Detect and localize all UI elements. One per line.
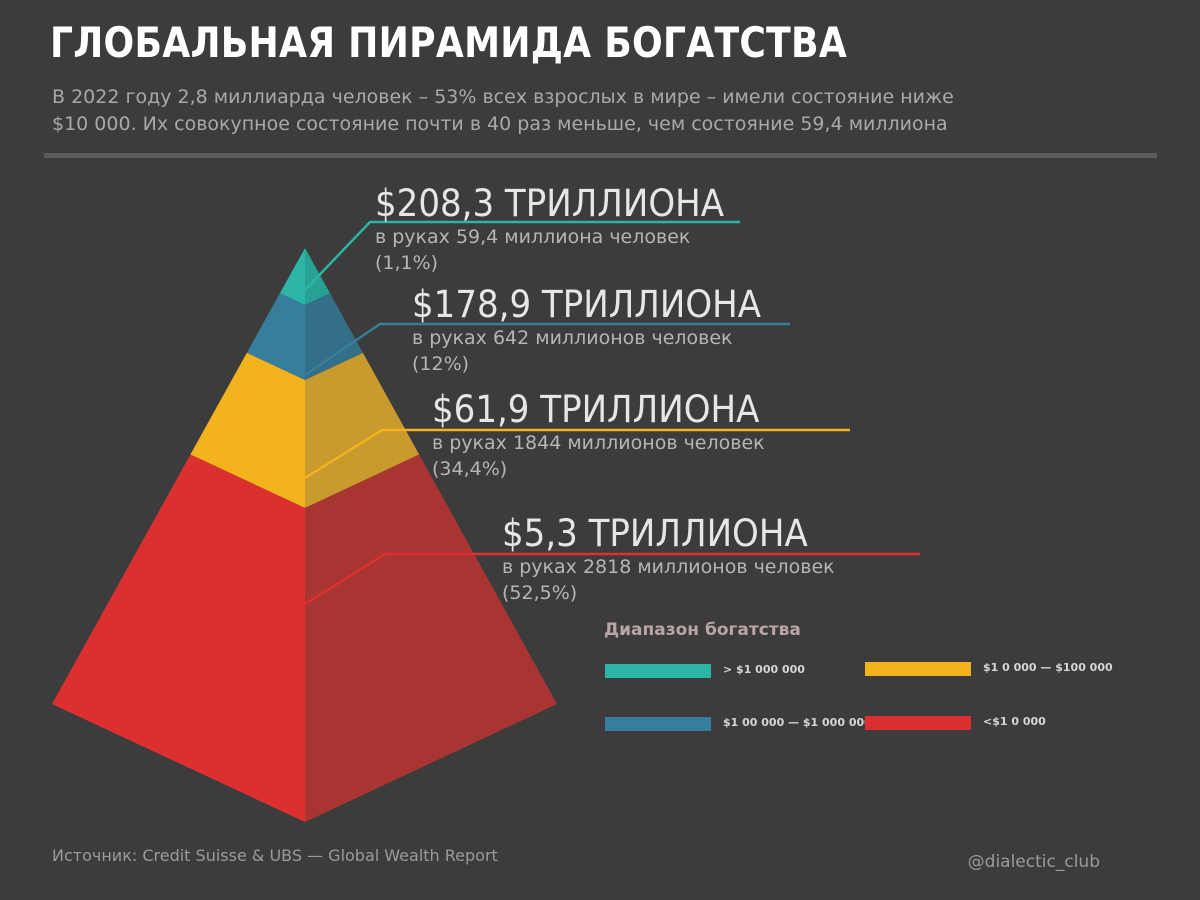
tier-1-people: в руках 59,4 миллиона человек [375, 226, 691, 248]
tier-4-wealth: $5,3 ТРИЛЛИОНА [502, 512, 808, 555]
author-handle: @dialectic_club [967, 852, 1100, 872]
tier-2-wealth: $178,9 ТРИЛЛИОНА [412, 283, 762, 326]
pyramid-tier-4-left-face [52, 454, 305, 822]
tier-4-share: (52,5%) [502, 582, 578, 604]
legend-label-2: $1 0 000 — $100 000 [983, 661, 1113, 674]
legend-swatch-3 [605, 717, 711, 731]
pyramid-tier-3-right-face [305, 352, 420, 508]
tier-3-people: в руках 1844 миллионов человек [432, 432, 765, 454]
tier-label-3: $61,9 ТРИЛЛИОНА в руках 1844 миллионов ч… [432, 390, 788, 482]
legend-title: Диапазон богатства [604, 620, 801, 640]
pyramid-tier-4-right-face [305, 454, 557, 822]
leader-line-tier-4 [304, 552, 920, 606]
pyramid-tier-3-left-face [190, 352, 305, 508]
tier-label-1: $208,3 ТРИЛЛИОНА в руках 59,4 миллиона ч… [375, 184, 754, 276]
tier-3-wealth: $61,9 ТРИЛЛИОНА [432, 388, 760, 431]
source-note: Источник: Credit Suisse & UBS — Global W… [52, 846, 498, 865]
tier-label-4: $5,3 ТРИЛЛИОНА в руках 2818 миллионов че… [502, 514, 835, 606]
leader-line-tier-1 [304, 220, 740, 291]
tier-2-people: в руках 642 миллионов человек [412, 327, 733, 349]
subtitle-line-1: В 2022 году 2,8 миллиарда человек – 53% … [52, 86, 954, 108]
page-title: ГЛОБАЛЬНАЯ ПИРАМИДА БОГАТСТВА [50, 18, 848, 67]
pyramid-tier-2-left-face [246, 293, 305, 380]
subtitle-line-2: $10 000. Их совокупное состояние почти в… [52, 113, 948, 135]
legend-label-1: > $1 000 000 [723, 663, 805, 676]
tier-1-share: (1,1%) [375, 252, 439, 274]
pyramid-tier-1-left-face [279, 248, 305, 305]
page-subtitle: В 2022 году 2,8 миллиарда человек – 53% … [52, 84, 1172, 138]
tier-3-share: (34,4%) [432, 458, 508, 480]
tier-2-share: (12%) [412, 353, 470, 375]
leader-line-tier-3 [304, 428, 850, 480]
leader-line-tier-2 [304, 322, 790, 377]
tier-4-people: в руках 2818 миллионов человек [502, 556, 835, 578]
legend-swatch-1 [605, 664, 711, 678]
legend-swatch-2 [865, 662, 971, 676]
legend-label-3: $1 00 000 — $1 000 000 [723, 716, 872, 729]
tier-label-2: $178,9 ТРИЛЛИОНА в руках 642 миллионов ч… [412, 285, 791, 377]
header-divider [44, 153, 1157, 158]
legend-label-4: <$1 0 000 [983, 715, 1046, 728]
pyramid-tier-2-right-face [305, 293, 363, 380]
tier-1-wealth: $208,3 ТРИЛЛИОНА [375, 182, 725, 225]
legend-swatch-4 [865, 716, 971, 730]
